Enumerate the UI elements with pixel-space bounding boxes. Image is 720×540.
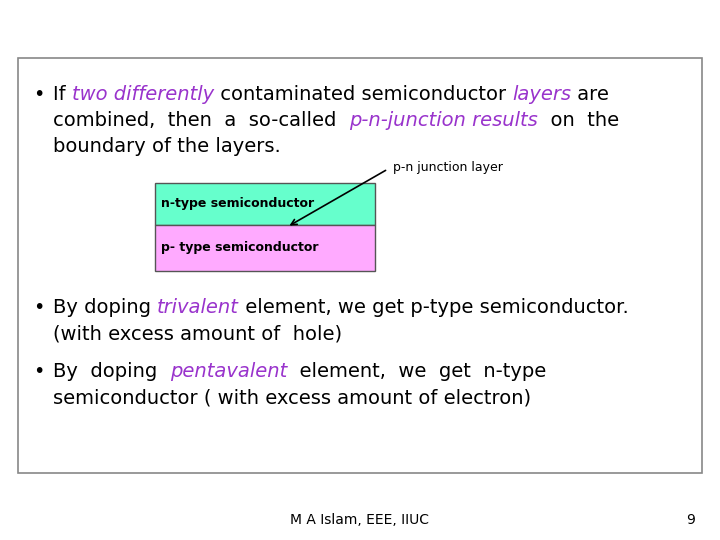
Text: on  the: on the [538, 111, 618, 130]
Text: p-n-junction results: p-n-junction results [349, 111, 538, 130]
Text: •: • [33, 298, 45, 317]
Text: M A Islam, EEE, IIUC: M A Islam, EEE, IIUC [290, 513, 430, 527]
Text: If: If [53, 85, 72, 104]
Text: combined,  then  a  so-called: combined, then a so-called [53, 111, 349, 130]
Text: trivalent: trivalent [157, 298, 239, 317]
Text: layers: layers [513, 85, 572, 104]
Text: n-type semiconductor: n-type semiconductor [161, 198, 314, 211]
Text: 9: 9 [686, 513, 695, 527]
Text: two differently: two differently [72, 85, 214, 104]
Bar [155, 225, 375, 271]
Text: element,  we  get  n-type: element, we get n-type [287, 362, 546, 381]
Text: contaminated semiconductor: contaminated semiconductor [214, 85, 513, 104]
Text: pentavalent: pentavalent [170, 362, 287, 381]
Text: •: • [33, 362, 45, 381]
Bar [18, 58, 702, 473]
Text: •: • [33, 85, 45, 104]
Text: are: are [572, 85, 609, 104]
Text: boundary of the layers.: boundary of the layers. [53, 137, 281, 156]
Text: element, we get p-type semiconductor.: element, we get p-type semiconductor. [239, 298, 629, 317]
Bar [155, 183, 375, 225]
Text: p-n junction layer: p-n junction layer [393, 161, 503, 174]
Text: (with excess amount of  hole): (with excess amount of hole) [53, 324, 342, 343]
Text: By  doping: By doping [53, 362, 170, 381]
Text: By doping: By doping [53, 298, 157, 317]
Text: p- type semiconductor: p- type semiconductor [161, 241, 318, 254]
Text: semiconductor ( with excess amount of electron): semiconductor ( with excess amount of el… [53, 388, 531, 407]
